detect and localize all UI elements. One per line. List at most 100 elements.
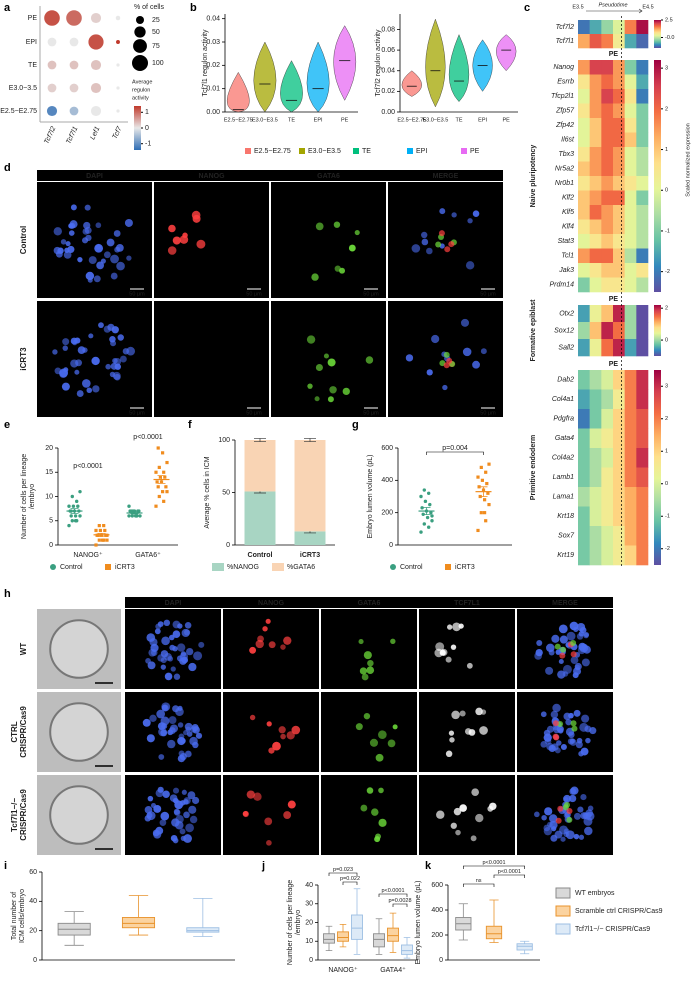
heat-cell <box>624 103 637 119</box>
column-header: GATA6 <box>317 173 340 180</box>
y-tick-label: 10 <box>305 938 313 945</box>
nucleus <box>556 725 564 733</box>
nucleus <box>103 251 111 259</box>
violin <box>306 41 330 113</box>
dot <box>47 60 57 70</box>
colorbar <box>654 370 661 565</box>
row-label: WT <box>19 643 28 656</box>
y-tick-label: 20 <box>305 919 313 926</box>
x-tick-label: NANOG⁺ <box>328 966 358 974</box>
nucleus <box>436 810 445 819</box>
heat-cell <box>636 132 649 148</box>
group-label: Formative epiblast <box>530 299 537 362</box>
legend-swatch <box>212 563 224 571</box>
nucleus <box>112 357 118 364</box>
annotation: p=0.0028 <box>388 898 411 904</box>
heat-cell <box>613 263 625 278</box>
nucleus <box>283 636 292 645</box>
point <box>127 504 131 508</box>
arrow <box>586 8 643 14</box>
violin <box>425 18 446 108</box>
heat-cell <box>624 89 637 104</box>
legend-label: %NANOG <box>227 564 259 571</box>
gene-label: Klf2 <box>562 195 574 202</box>
heat-cell <box>589 506 602 527</box>
y-tick-label: 100 <box>218 437 230 444</box>
box <box>351 914 363 940</box>
nucleus <box>92 385 100 393</box>
nucleus <box>431 334 440 344</box>
point <box>162 470 166 474</box>
heat-cell <box>613 205 625 220</box>
nucleus <box>189 815 198 824</box>
point <box>164 485 168 489</box>
nucleus <box>452 622 461 632</box>
point <box>422 522 426 526</box>
heat-cell <box>578 487 590 507</box>
nucleus <box>571 725 578 732</box>
heat-cell <box>636 74 649 90</box>
panel-label: g <box>352 419 359 431</box>
y-tick-label: 0 <box>309 957 313 964</box>
bracket <box>342 881 358 885</box>
legend-swatch <box>555 887 571 899</box>
pe-label: PE <box>609 361 619 368</box>
nucleus <box>100 258 106 264</box>
heat-cell <box>624 506 637 527</box>
heat-cell <box>601 34 614 49</box>
nucleus <box>307 383 313 389</box>
nucleus <box>576 633 584 640</box>
heat-cell <box>601 103 614 119</box>
axis-title: Pseudotime <box>598 2 627 8</box>
nucleus <box>150 802 157 809</box>
heat-cell <box>636 161 649 177</box>
nucleus <box>378 818 387 827</box>
nucleus <box>464 728 472 735</box>
nucleus <box>147 795 154 802</box>
nucleus <box>363 651 372 660</box>
x-tick-label: iCRT3 <box>300 552 320 559</box>
nucleus <box>445 750 453 758</box>
bar-segment <box>294 440 326 532</box>
nucleus <box>177 643 186 652</box>
nucleus <box>443 362 450 369</box>
point <box>71 504 76 508</box>
y-axis-label: Number of cells per lineage <box>21 454 28 539</box>
nucleus <box>371 808 379 816</box>
violin <box>401 70 422 97</box>
heat-cell <box>624 132 637 148</box>
point <box>163 475 167 479</box>
point <box>428 502 432 507</box>
nucleus <box>168 224 176 233</box>
gene-label: Krt18 <box>557 513 574 520</box>
heat-cell <box>589 89 602 104</box>
nucleus <box>487 805 494 812</box>
bracket <box>328 872 358 876</box>
heat-cell <box>601 305 614 323</box>
nucleus <box>559 825 569 835</box>
gene-label: Gata4 <box>555 435 574 442</box>
legend-label: E3.0−E3.5 <box>308 148 341 155</box>
heat-cell <box>601 147 614 162</box>
nucleus <box>168 716 177 724</box>
nucleus <box>144 815 151 822</box>
nucleus <box>157 621 164 627</box>
nucleus <box>62 338 70 346</box>
colorbar <box>134 106 141 150</box>
heat-cell <box>578 20 590 35</box>
colorbar-tick-label: -0.0 <box>665 35 674 41</box>
heat-cell <box>589 409 602 429</box>
nucleus <box>540 711 547 718</box>
row-label: CRISPR/Cas9 <box>19 706 28 758</box>
nucleus <box>96 261 105 270</box>
heat-cell <box>624 248 637 264</box>
nucleus <box>192 214 201 223</box>
nucleus <box>552 703 561 713</box>
x-tick-label: E2.5−E2.75 <box>224 117 253 123</box>
y-tick-label: 0.04 <box>206 16 220 23</box>
micrograph <box>419 609 515 689</box>
nucleus <box>558 624 568 634</box>
nucleus <box>449 737 455 743</box>
nucleus <box>74 369 80 375</box>
size-legend-label: 100 <box>152 60 164 67</box>
